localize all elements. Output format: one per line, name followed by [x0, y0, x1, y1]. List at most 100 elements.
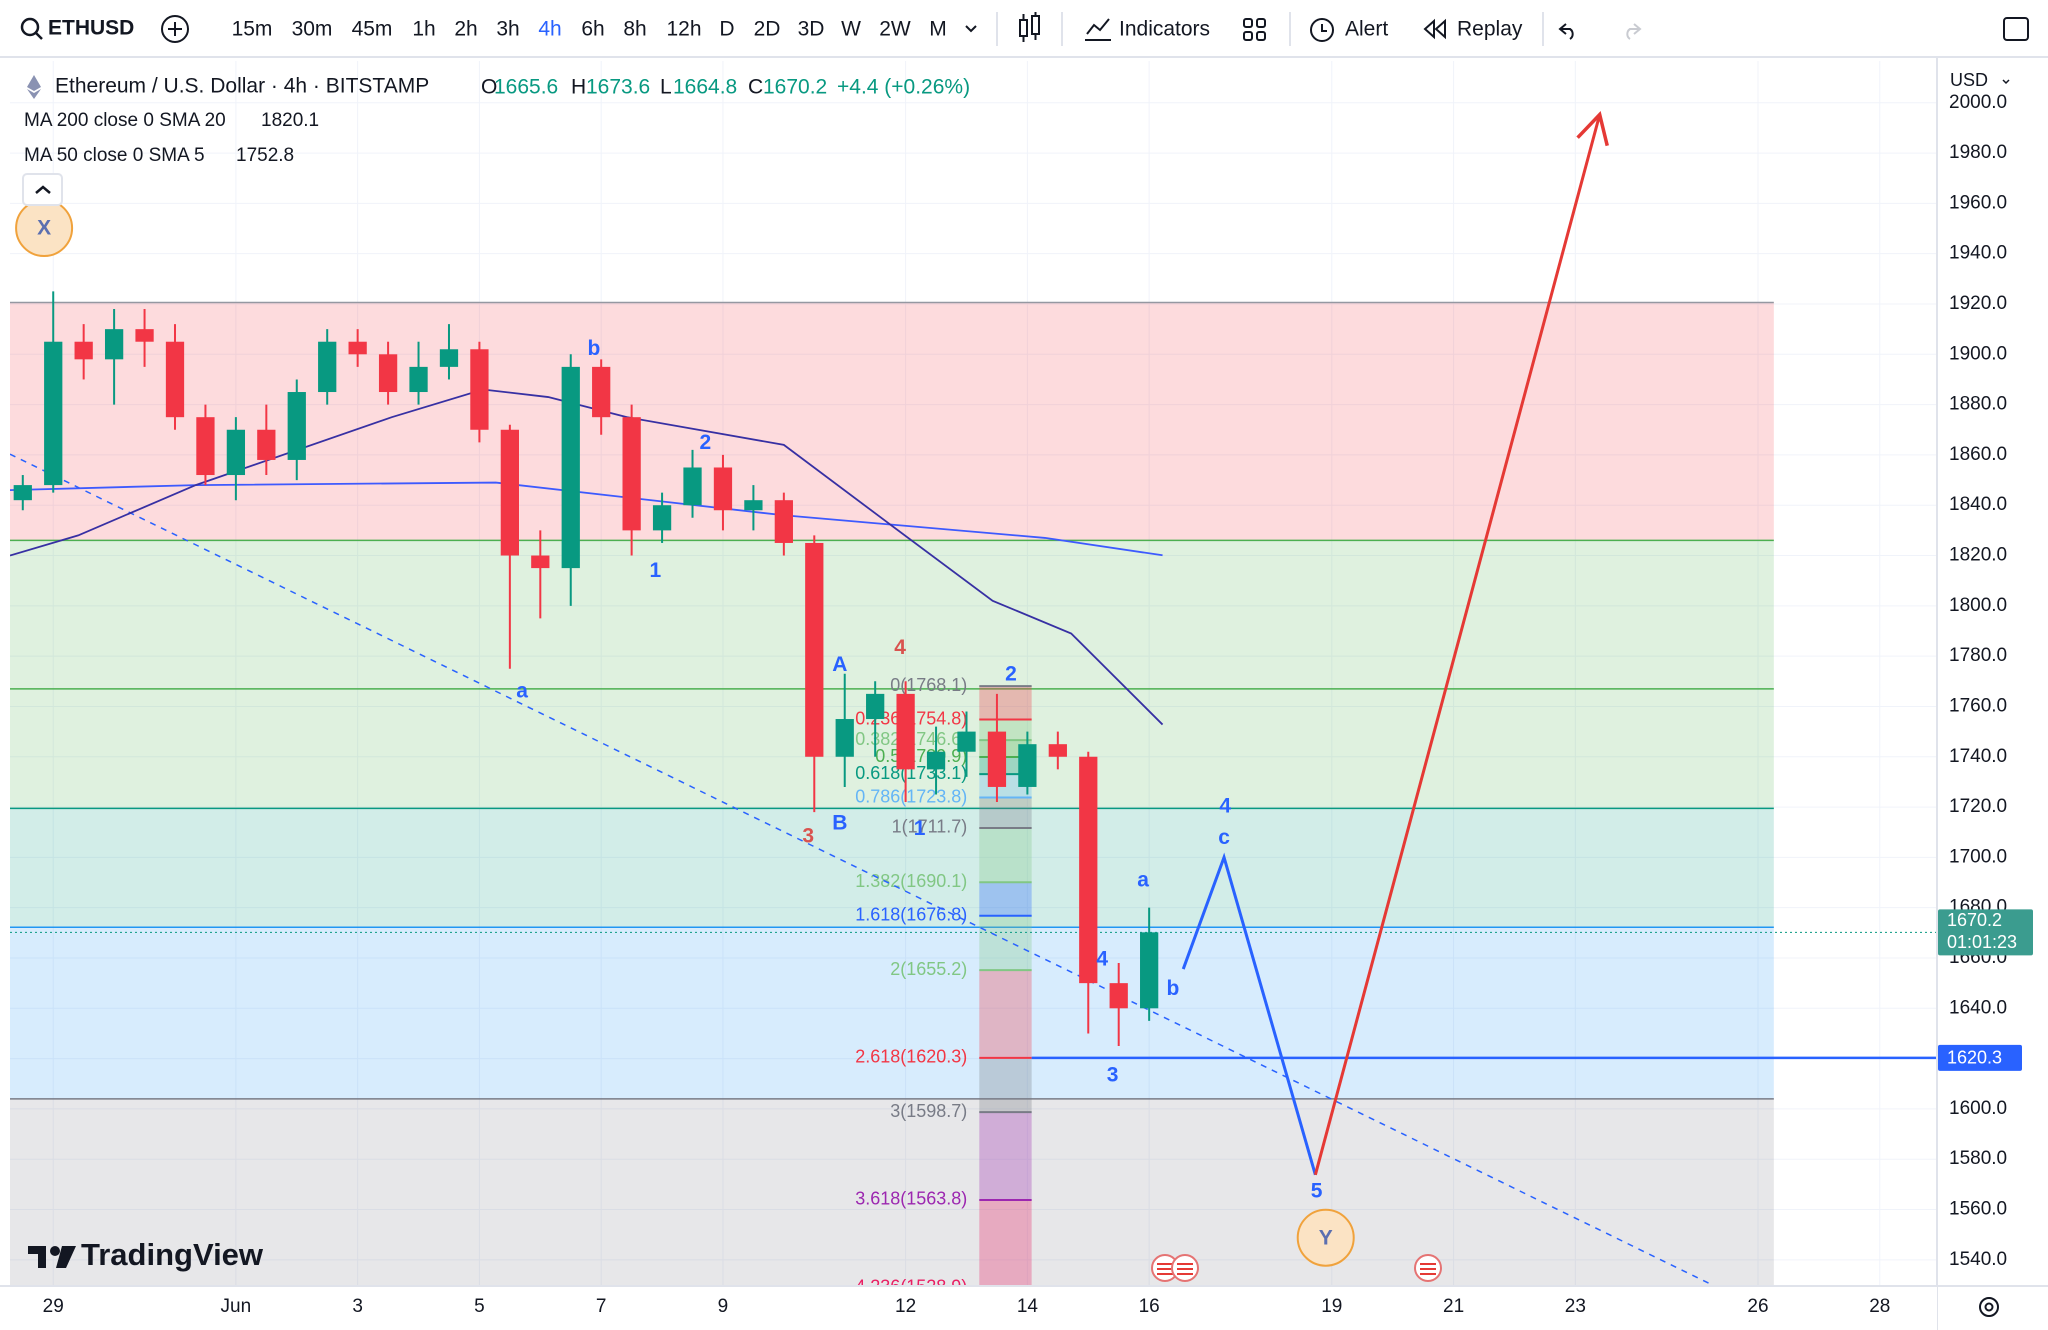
- replay-icon[interactable]: [1423, 18, 1446, 40]
- candle-body: [287, 392, 306, 460]
- interval[interactable]: 8h: [623, 18, 646, 41]
- y-tick-label: 1580.0: [1949, 1148, 2007, 1169]
- intervals: 15m 30m 45m 1h 2h 3h 4h 6h 8h 12h D 2D 3D W 2W M: [232, 18, 947, 41]
- legend: Ethereum / U.S. Dollar · 4h · BITSTAMP O…: [22, 75, 970, 206]
- y-tick-label: 1700.0: [1949, 846, 2007, 867]
- interval[interactable]: 15m: [232, 18, 273, 41]
- alert-icon[interactable]: [1310, 18, 1334, 42]
- candle-body: [622, 417, 641, 531]
- wave-circle-label: Y: [1319, 1226, 1333, 1249]
- indicators-button[interactable]: Indicators: [1119, 18, 1210, 41]
- candle-body: [896, 693, 915, 770]
- event-flag: [1420, 1263, 1436, 1275]
- last-price-label: 1670.2: [1947, 910, 2002, 930]
- x-tick-label: 7: [596, 1296, 607, 1317]
- wave-label: 3: [1107, 1063, 1119, 1086]
- y-tick-label: 1900.0: [1949, 343, 2007, 364]
- wave-label: 4: [1219, 794, 1231, 817]
- symbol[interactable]: ETHUSD: [48, 17, 134, 40]
- undo[interactable]: [1558, 23, 1574, 40]
- wave-circle: [1296, 1208, 1355, 1267]
- search-icon[interactable]: [20, 17, 43, 40]
- candle-body: [165, 341, 185, 418]
- candle-body: [409, 366, 428, 393]
- y-tick-label: 1840.0: [1949, 494, 2007, 515]
- layouts-icon[interactable]: [1243, 18, 1266, 41]
- fib-label: 0.786(1723.8): [855, 786, 967, 806]
- interval[interactable]: M: [929, 18, 947, 41]
- alert-button[interactable]: Alert: [1345, 18, 1388, 41]
- candle-body: [835, 719, 854, 757]
- fib-band: [979, 915, 1032, 971]
- y-tick-label: 1600.0: [1949, 1098, 2007, 1119]
- interval[interactable]: 4h: [538, 18, 561, 41]
- x-tick-label: 23: [1565, 1296, 1586, 1317]
- collapse-legend[interactable]: [22, 173, 63, 206]
- x-tick-label: 26: [1747, 1296, 1768, 1317]
- interval[interactable]: 45m: [352, 18, 393, 41]
- replay-button[interactable]: Replay: [1457, 18, 1523, 41]
- candle-body: [439, 349, 459, 367]
- fib-band: [979, 1199, 1032, 1286]
- y-tick-label: 1540.0: [1949, 1249, 2007, 1270]
- interval[interactable]: W: [841, 18, 861, 41]
- candle-body: [500, 429, 519, 556]
- y-tick-label: 1820.0: [1949, 545, 2007, 566]
- interval[interactable]: 30m: [292, 18, 333, 41]
- interval[interactable]: 2h: [454, 18, 477, 41]
- hline-label: 1620.3: [1947, 1048, 2002, 1068]
- ma-line: [10, 388, 1164, 726]
- interval[interactable]: 2W: [879, 18, 911, 41]
- candle-body: [1079, 756, 1098, 984]
- wave-label: 2: [699, 431, 711, 454]
- candle-body: [13, 485, 32, 501]
- candle-body: [774, 500, 793, 543]
- ma-value: 1752.8: [236, 145, 294, 166]
- candle-body: [1048, 744, 1067, 757]
- wave-label: A: [832, 653, 847, 676]
- interval[interactable]: D: [719, 18, 734, 41]
- candle-body: [561, 366, 580, 569]
- x-tick-label: Jun: [221, 1296, 252, 1317]
- eth-icon: [27, 75, 41, 99]
- time-axis-bg: [0, 1286, 1937, 1330]
- fib-band: [979, 1057, 1032, 1113]
- x-tick-label: 21: [1443, 1296, 1464, 1317]
- watermark-text: TradingView: [81, 1237, 264, 1272]
- zone: [10, 302, 1774, 541]
- wave-label: 4: [1096, 947, 1108, 970]
- settings-icon[interactable]: [1979, 1297, 1999, 1317]
- indicators-icon[interactable]: [1085, 18, 1111, 41]
- candle-body: [470, 349, 489, 430]
- candle-body: [957, 731, 976, 752]
- interval[interactable]: 2D: [754, 18, 781, 41]
- interval[interactable]: 6h: [581, 18, 604, 41]
- zone: [10, 927, 1774, 1099]
- fib-label: 2(1655.2): [890, 959, 967, 979]
- interval[interactable]: 1h: [412, 18, 435, 41]
- event-flag: [1177, 1263, 1193, 1275]
- currency[interactable]: USD: [1950, 70, 1988, 90]
- ohlc-key: C: [748, 76, 763, 99]
- zone: [10, 808, 1774, 928]
- candle-body: [226, 429, 246, 476]
- wave-label: a: [1137, 869, 1149, 892]
- y-tick-label: 1860.0: [1949, 444, 2007, 465]
- x-tick-label: 14: [1017, 1296, 1039, 1317]
- redo[interactable]: [1626, 23, 1642, 40]
- interval[interactable]: 3h: [496, 18, 519, 41]
- chart-type-icon[interactable]: [1019, 12, 1040, 42]
- x-tick-label: 12: [895, 1296, 916, 1317]
- interval[interactable]: 12h: [666, 18, 701, 41]
- fib-label: 1(1711.7): [892, 817, 968, 837]
- candle-body: [378, 354, 398, 393]
- add-symbol[interactable]: [161, 15, 189, 43]
- interval-chevron[interactable]: [965, 25, 977, 33]
- ohlc-key: O: [481, 76, 497, 99]
- wave-label: c: [1218, 826, 1230, 849]
- interval[interactable]: 3D: [798, 18, 825, 41]
- candle-body: [987, 731, 1007, 787]
- fullscreen[interactable]: [2003, 17, 2029, 41]
